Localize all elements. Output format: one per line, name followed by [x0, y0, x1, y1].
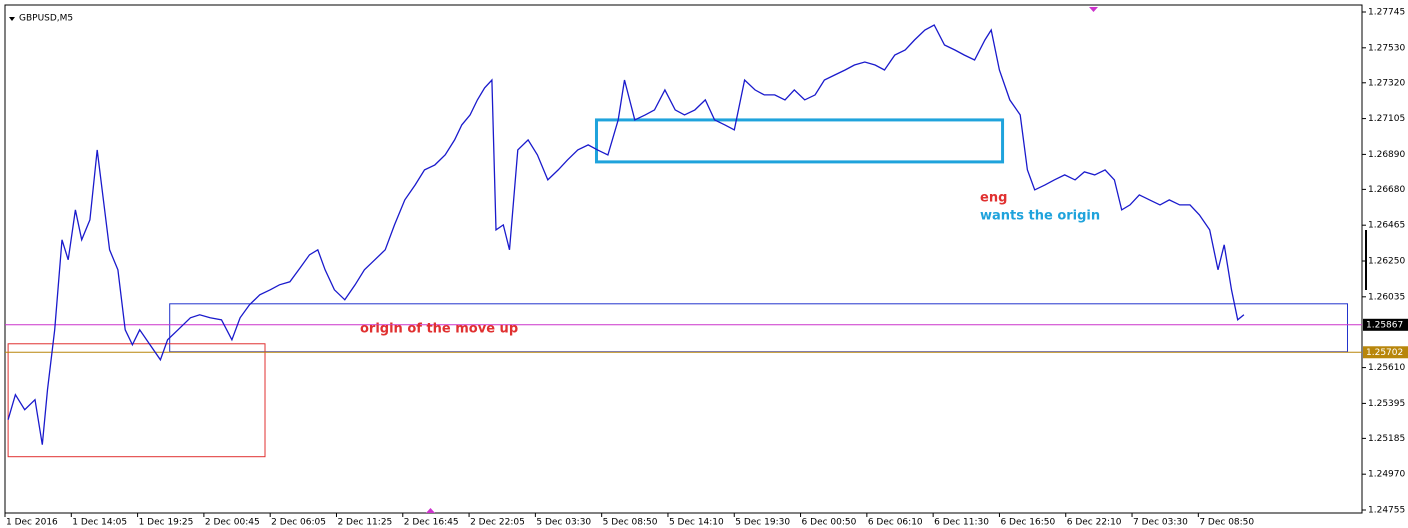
x-tick-label: 2 Dec 16:45 [404, 518, 459, 528]
x-tick-label: 1 Dec 2016 [6, 518, 58, 528]
x-tick-label: 5 Dec 19:30 [735, 518, 790, 528]
y-tick-label: 1.27530 [1368, 43, 1405, 53]
zone [7, 343, 266, 458]
y-tick-label: 1.26250 [1368, 257, 1405, 267]
marker [426, 508, 435, 513]
plot-frame [4, 4, 1363, 514]
x-tick-label: 7 Dec 08:50 [1199, 518, 1254, 528]
y-tick-label: 1.26035 [1368, 292, 1405, 302]
y-tick-label: 1.25395 [1368, 399, 1405, 409]
y-tick-label: 1.26890 [1368, 150, 1405, 160]
zone [594, 118, 1005, 164]
x-tick-label: 6 Dec 00:50 [802, 518, 857, 528]
x-tick-label: 2 Dec 22:05 [470, 518, 525, 528]
chart-title: GBPUSD,M5 [19, 14, 73, 24]
zone [169, 303, 1348, 353]
y-tick-label: 1.27320 [1368, 78, 1405, 88]
annotation: wants the origin [980, 209, 1100, 224]
x-tick-label: 1 Dec 19:25 [139, 518, 194, 528]
x-tick-label: 6 Dec 06:10 [868, 518, 923, 528]
x-tick-label: 2 Dec 06:05 [271, 518, 326, 528]
y-tick-label: 1.24755 [1368, 506, 1405, 516]
y-tick-label: 1.24970 [1368, 470, 1405, 480]
x-tick-label: 6 Dec 11:30 [934, 518, 989, 528]
price-label: 1.25702 [1366, 348, 1403, 358]
price-label-box [1363, 318, 1408, 331]
annotation: origin of the move up [360, 322, 518, 337]
y-tick-label: 1.25185 [1368, 434, 1405, 444]
price-line-series [7, 24, 1245, 445]
x-tick-label: 5 Dec 08:50 [603, 518, 658, 528]
marker [1089, 7, 1098, 12]
y-tick-label: 1.25610 [1368, 363, 1405, 373]
x-tick-label: 1 Dec 14:05 [72, 518, 127, 528]
x-tick-label: 2 Dec 11:25 [337, 518, 392, 528]
x-tick-label: 6 Dec 16:50 [1000, 518, 1055, 528]
x-tick-label: 2 Dec 00:45 [205, 518, 260, 528]
price-label-box [1363, 346, 1408, 359]
y-tick-label: 1.27745 [1368, 8, 1405, 18]
y-tick-label: 1.26680 [1368, 185, 1405, 195]
x-tick-label: 6 Dec 22:10 [1067, 518, 1122, 528]
y-tick-label: 1.27105 [1368, 114, 1405, 124]
price-label: 1.25867 [1366, 320, 1403, 330]
x-tick-label: 5 Dec 03:30 [536, 518, 591, 528]
y-tick-label: 1.26465 [1368, 221, 1405, 231]
menu-arrow [9, 17, 15, 21]
x-tick-label: 7 Dec 03:30 [1133, 518, 1188, 528]
x-tick-label: 5 Dec 14:10 [669, 518, 724, 528]
annotation: eng [980, 191, 1007, 206]
